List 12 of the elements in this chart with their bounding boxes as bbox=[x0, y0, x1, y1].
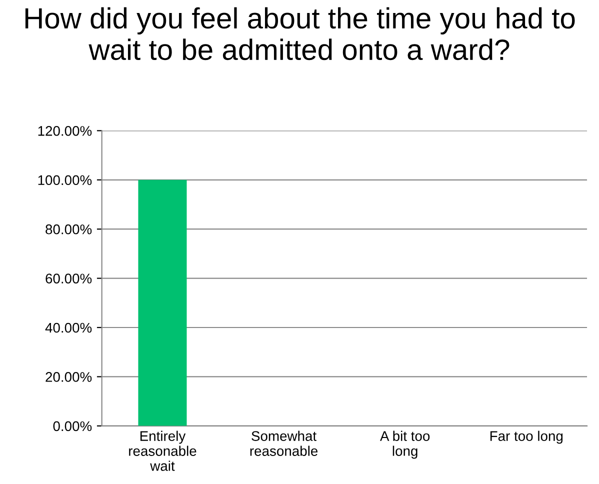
y-tick-label: 120.00% bbox=[38, 126, 92, 136]
y-tick-label: 0.00% bbox=[53, 421, 92, 432]
y-tick-label: 20.00% bbox=[46, 372, 92, 382]
y-tick-label: 40.00% bbox=[45, 322, 92, 333]
y-tick-label: 60.00% bbox=[46, 274, 92, 284]
y-tick-label: 100.00% bbox=[38, 175, 92, 186]
x-tick-label: A bit too long bbox=[380, 430, 430, 459]
chart-title: How did you feel about the time you had to wait to be admitted onto a ward? bbox=[25, 7, 575, 60]
y-tick-label: 80.00% bbox=[46, 224, 92, 234]
x-tick-label: Somewhat reasonable bbox=[250, 430, 318, 456]
x-tick-label: Far too long bbox=[490, 430, 563, 444]
x-tick-label: Entirely reasonable wait bbox=[129, 430, 196, 471]
